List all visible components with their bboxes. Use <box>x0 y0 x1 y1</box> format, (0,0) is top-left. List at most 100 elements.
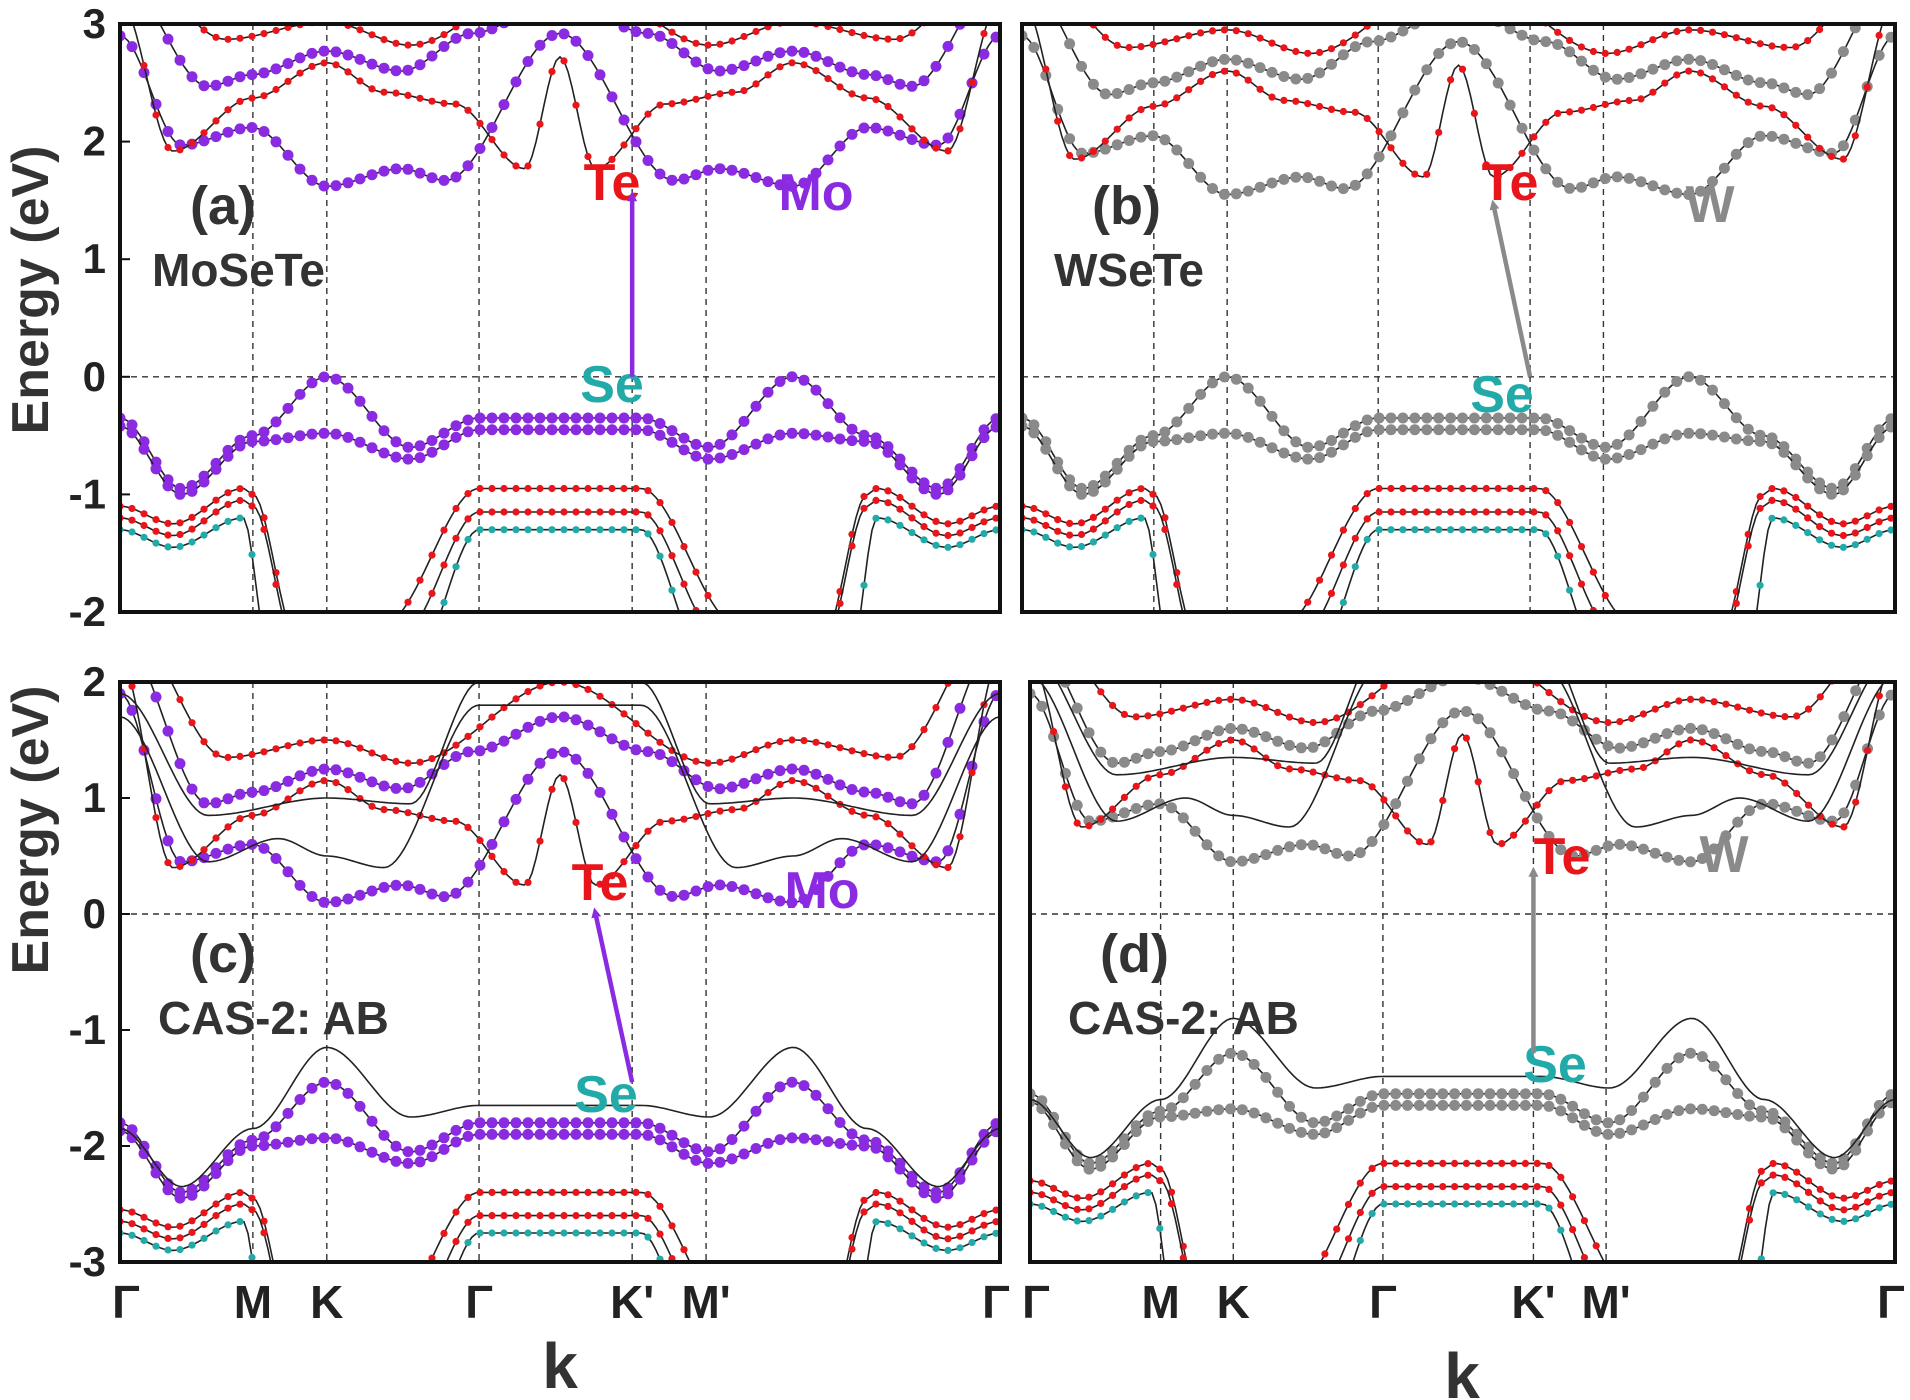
band-weight-dot <box>1425 1088 1437 1100</box>
band-weight-dot <box>1602 626 1609 633</box>
band-weight-dot <box>872 96 880 104</box>
band-weight-dot <box>1173 94 1181 102</box>
band-weight-dot <box>1756 492 1764 501</box>
band-weight-dot <box>752 746 760 754</box>
band-weight-dot <box>414 440 426 452</box>
band-weight-dot <box>1161 38 1169 46</box>
band-weight-dot <box>1625 96 1633 105</box>
band-weight-dot <box>774 47 786 59</box>
band-weight-dot <box>1113 524 1121 532</box>
band-weight-dot <box>1732 1109 1744 1120</box>
band-weight-dot <box>1470 508 1478 516</box>
band-weight-dot <box>1470 484 1478 493</box>
band-weight-dot <box>918 75 930 87</box>
band-weight-dot <box>176 1246 184 1254</box>
bands-group <box>1030 682 1895 1336</box>
band-weight-dot <box>260 1217 268 1225</box>
band-weight-dot <box>1366 1090 1378 1102</box>
band-weight-dot <box>884 753 892 761</box>
band-weight-dot <box>1327 45 1336 53</box>
band-weight-dot <box>1189 825 1201 837</box>
band-weight-dot <box>1687 1314 1694 1321</box>
band-weight-dot <box>1564 182 1576 194</box>
band-weight-dot <box>992 502 1000 510</box>
band-weight-dot <box>128 682 136 690</box>
band-weight-dot <box>967 0 978 9</box>
band-weight-dot <box>1744 805 1755 817</box>
band-weight-dot <box>1506 508 1514 516</box>
band-weight-dot <box>1385 130 1397 142</box>
band-weight-dot <box>462 426 474 438</box>
band-weight-dot <box>500 484 508 493</box>
band-weight-dot <box>1887 0 1894 7</box>
band-weight-dot <box>1137 514 1145 522</box>
band-weight-dot <box>834 1117 846 1128</box>
band-weight-dot <box>571 0 582 7</box>
band-weight-dot <box>1873 432 1885 444</box>
band-weight-dot <box>1030 504 1038 513</box>
band-weight-dot <box>1197 632 1204 639</box>
band-weight-dot <box>558 746 570 758</box>
band-weight-dot <box>1732 91 1740 99</box>
band-weight-dot <box>992 1229 1000 1237</box>
band-weight-dot <box>428 1336 435 1343</box>
k-tick-label: K' <box>610 1276 654 1328</box>
band-weight-dot <box>1195 388 1207 400</box>
band-weight-dot <box>1380 796 1388 804</box>
band-weight-dot <box>764 637 771 644</box>
band-weight-dot <box>1781 713 1789 721</box>
band-weight-dot <box>378 165 390 177</box>
band-weight-dot <box>186 1189 198 1201</box>
band-weight-dot <box>1038 1202 1046 1210</box>
band-weight-dot <box>654 749 666 760</box>
band-weight-dot <box>428 36 436 45</box>
k-tick-label: Γ <box>1369 1276 1397 1328</box>
band-weight-dot <box>1494 526 1502 534</box>
band-weight-dot <box>534 39 546 51</box>
band-weight-dot <box>608 526 616 534</box>
band-weight-dot <box>200 26 208 34</box>
band-weight-dot <box>632 508 640 516</box>
band-weight-dot <box>1256 34 1264 42</box>
band-weight-dot <box>584 152 592 161</box>
band-weight-dot <box>1319 736 1331 748</box>
band-weight-dot <box>1132 782 1140 790</box>
band-weight-dot <box>1697 643 1704 650</box>
band-weight-dot <box>1540 425 1552 437</box>
band-weight-dot <box>1439 1200 1447 1208</box>
band-weight-dot <box>956 1221 964 1229</box>
band-weight-dot <box>728 1368 735 1375</box>
band-weight-dot <box>1673 854 1685 866</box>
band-weight-dot <box>1791 755 1803 767</box>
band-weight-dot <box>1073 819 1081 827</box>
band-weight-dot <box>1601 49 1609 58</box>
band-weight-dot <box>1530 508 1538 516</box>
band-weight-dot <box>908 1232 916 1240</box>
band-weight-dot <box>1730 69 1742 81</box>
band-weight-dot <box>980 1210 988 1218</box>
band-weight-dot <box>776 661 783 668</box>
band-weight-dot <box>140 628 147 635</box>
band-weight-dot <box>1683 371 1695 383</box>
band-weight-dot <box>596 1229 604 1237</box>
bands-group <box>120 628 1000 1375</box>
band-weight-dot <box>1720 1107 1732 1119</box>
k-tick-label: K <box>1217 1276 1250 1328</box>
band-weight-dot <box>486 838 498 850</box>
band-weight-dot <box>1804 801 1813 809</box>
band-weight-dot <box>282 866 294 878</box>
band-weight-dot <box>1203 1329 1210 1336</box>
band-weight-dot <box>1435 128 1443 136</box>
band-weight-dot <box>1755 745 1767 757</box>
band-weight-dot <box>1333 1307 1340 1314</box>
band-weight-dot <box>558 412 570 424</box>
band-weight-dot <box>738 444 750 456</box>
band-weight-dot <box>414 883 426 895</box>
band-weight-dot <box>1804 529 1812 537</box>
band-weight-dot <box>1095 1160 1107 1172</box>
band-weight-dot <box>308 631 315 638</box>
y-tick-label: -1 <box>69 1006 106 1053</box>
band-weight-dot <box>476 1212 484 1220</box>
band-weight-dot <box>1768 496 1776 504</box>
band-weight-dot <box>1437 1099 1449 1111</box>
